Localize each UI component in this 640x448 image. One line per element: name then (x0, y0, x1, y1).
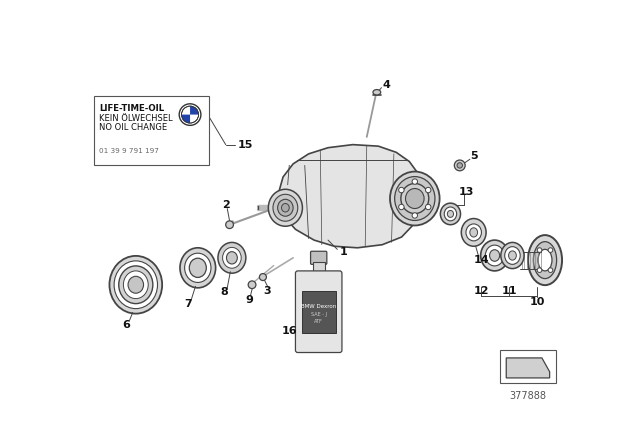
Ellipse shape (268, 189, 303, 226)
Circle shape (399, 187, 404, 193)
Wedge shape (190, 106, 198, 115)
Ellipse shape (505, 247, 520, 264)
Text: 8: 8 (220, 288, 228, 297)
Ellipse shape (395, 177, 435, 220)
Ellipse shape (466, 224, 481, 241)
Ellipse shape (189, 258, 206, 277)
FancyBboxPatch shape (310, 251, 327, 264)
Text: SAE - J: SAE - J (310, 311, 326, 317)
Circle shape (412, 213, 417, 218)
Ellipse shape (444, 207, 457, 221)
Text: 11: 11 (502, 286, 517, 296)
Ellipse shape (218, 242, 246, 273)
Text: 10: 10 (529, 297, 545, 307)
Text: 12: 12 (474, 286, 489, 296)
Ellipse shape (401, 184, 429, 214)
Ellipse shape (447, 211, 454, 217)
Ellipse shape (470, 228, 477, 237)
Text: 2: 2 (222, 200, 230, 210)
Text: ATF: ATF (314, 319, 323, 324)
Circle shape (548, 248, 553, 252)
Text: 3: 3 (264, 286, 271, 296)
Ellipse shape (227, 252, 237, 264)
Ellipse shape (124, 271, 148, 299)
Ellipse shape (128, 276, 143, 293)
Wedge shape (182, 115, 190, 123)
Ellipse shape (509, 251, 516, 260)
Ellipse shape (490, 250, 500, 261)
Circle shape (179, 104, 201, 125)
Text: 01 39 9 791 197: 01 39 9 791 197 (99, 148, 159, 155)
Text: NO OIL CHANGE: NO OIL CHANGE (99, 123, 168, 132)
Text: KEIN ÖLWECHSEL: KEIN ÖLWECHSEL (99, 114, 173, 123)
Text: 7: 7 (184, 299, 193, 309)
Ellipse shape (184, 253, 211, 282)
Circle shape (537, 268, 542, 272)
Circle shape (226, 221, 234, 228)
Text: 377888: 377888 (509, 391, 547, 401)
Circle shape (537, 248, 542, 252)
FancyBboxPatch shape (296, 271, 342, 353)
Ellipse shape (180, 248, 216, 288)
Text: 15: 15 (238, 140, 253, 150)
Text: 16: 16 (282, 326, 297, 336)
Ellipse shape (109, 256, 162, 314)
Ellipse shape (440, 203, 461, 225)
Text: LIFE-TIME-OIL: LIFE-TIME-OIL (99, 104, 164, 113)
Bar (312, 262, 325, 276)
Circle shape (399, 204, 404, 210)
Circle shape (454, 160, 465, 171)
Circle shape (457, 163, 463, 168)
Text: 5: 5 (470, 151, 477, 161)
Ellipse shape (538, 250, 552, 271)
Ellipse shape (278, 199, 293, 216)
Circle shape (412, 179, 417, 184)
Text: 6: 6 (123, 320, 131, 330)
Ellipse shape (119, 266, 153, 304)
Bar (500, 350, 556, 383)
Text: 1: 1 (340, 247, 348, 258)
Bar (94, 96, 209, 165)
Ellipse shape (461, 219, 486, 246)
Circle shape (426, 187, 431, 193)
Ellipse shape (485, 245, 504, 266)
Polygon shape (506, 358, 550, 378)
Ellipse shape (390, 172, 440, 225)
Text: BMW Dexron: BMW Dexron (301, 304, 337, 309)
Circle shape (426, 204, 431, 210)
Circle shape (259, 274, 266, 280)
Ellipse shape (373, 90, 381, 95)
Ellipse shape (528, 235, 562, 285)
Text: 13: 13 (458, 187, 474, 198)
Circle shape (548, 268, 553, 272)
Ellipse shape (481, 240, 509, 271)
Bar (301, 291, 336, 333)
Text: 14: 14 (474, 255, 489, 265)
Ellipse shape (501, 242, 524, 269)
Ellipse shape (114, 261, 157, 309)
Circle shape (248, 281, 256, 289)
Ellipse shape (406, 189, 424, 208)
Circle shape (182, 106, 198, 123)
Ellipse shape (282, 203, 289, 212)
Polygon shape (277, 145, 423, 248)
Text: 4: 4 (382, 80, 390, 90)
Text: 9: 9 (245, 295, 253, 305)
Ellipse shape (223, 247, 241, 268)
Ellipse shape (273, 194, 298, 221)
Ellipse shape (533, 241, 557, 279)
